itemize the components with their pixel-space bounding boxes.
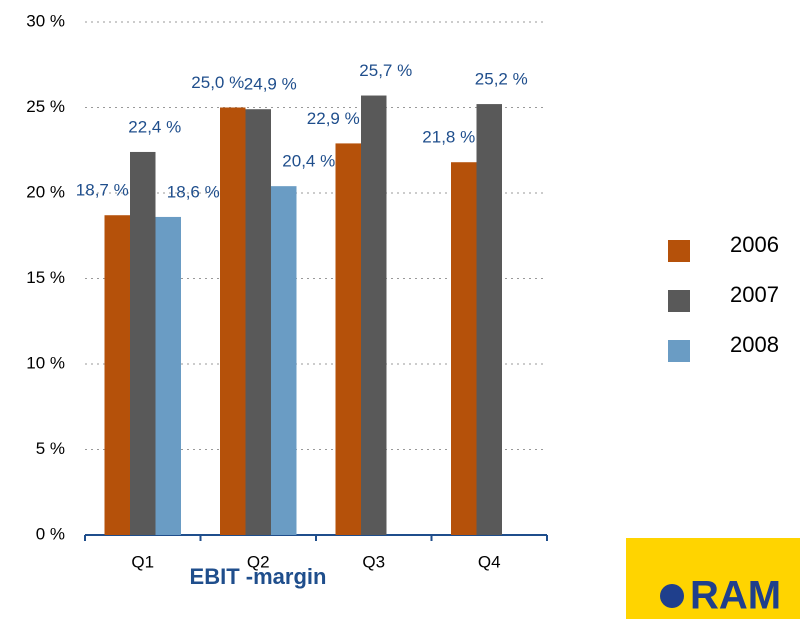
bar: [335, 143, 361, 535]
logo-box: [626, 538, 800, 619]
y-tick-label: 5 %: [36, 439, 65, 458]
value-label: 22,9 %: [307, 109, 360, 128]
value-label: 24,9 %: [244, 75, 297, 94]
y-tick-label: 15 %: [26, 268, 65, 287]
legend-swatch: [668, 240, 690, 262]
value-label: 22,4 %: [128, 117, 181, 136]
value-label: 25,7 %: [359, 61, 412, 80]
x-tick-label: Q4: [478, 552, 501, 571]
bar: [361, 95, 387, 535]
bar: [451, 162, 477, 535]
bar: [271, 186, 297, 535]
bar: [155, 216, 181, 535]
value-label: 18,6 %: [167, 182, 220, 201]
y-tick-label: 25 %: [26, 97, 65, 116]
x-tick-label: Q2: [247, 552, 270, 571]
value-label: 18,7 %: [76, 181, 129, 200]
value-label: 25,2 %: [475, 70, 528, 89]
legend-swatch: [668, 340, 690, 362]
legend-label: 2007: [730, 282, 779, 307]
bar: [130, 151, 156, 535]
logo-text: RAM: [690, 574, 781, 618]
value-label: 25,0 %: [191, 73, 244, 92]
value-label: 21,8 %: [422, 128, 475, 147]
x-tick-label: Q1: [131, 552, 154, 571]
y-tick-label: 30 %: [26, 11, 65, 30]
y-tick-label: 10 %: [26, 353, 65, 372]
y-tick-label: 20 %: [26, 182, 65, 201]
bar: [104, 215, 130, 536]
bar: [476, 104, 502, 535]
legend-label: 2008: [730, 332, 779, 357]
bar: [245, 109, 271, 536]
y-tick-label: 0 %: [36, 524, 65, 543]
legend-label: 2006: [730, 232, 779, 257]
x-tick-label: Q3: [362, 552, 385, 571]
value-label: 20,4 %: [282, 152, 335, 171]
bar: [220, 107, 246, 535]
legend-swatch: [668, 290, 690, 312]
logo-icon: [660, 584, 684, 608]
chart-title: EBIT -margin: [190, 564, 327, 589]
